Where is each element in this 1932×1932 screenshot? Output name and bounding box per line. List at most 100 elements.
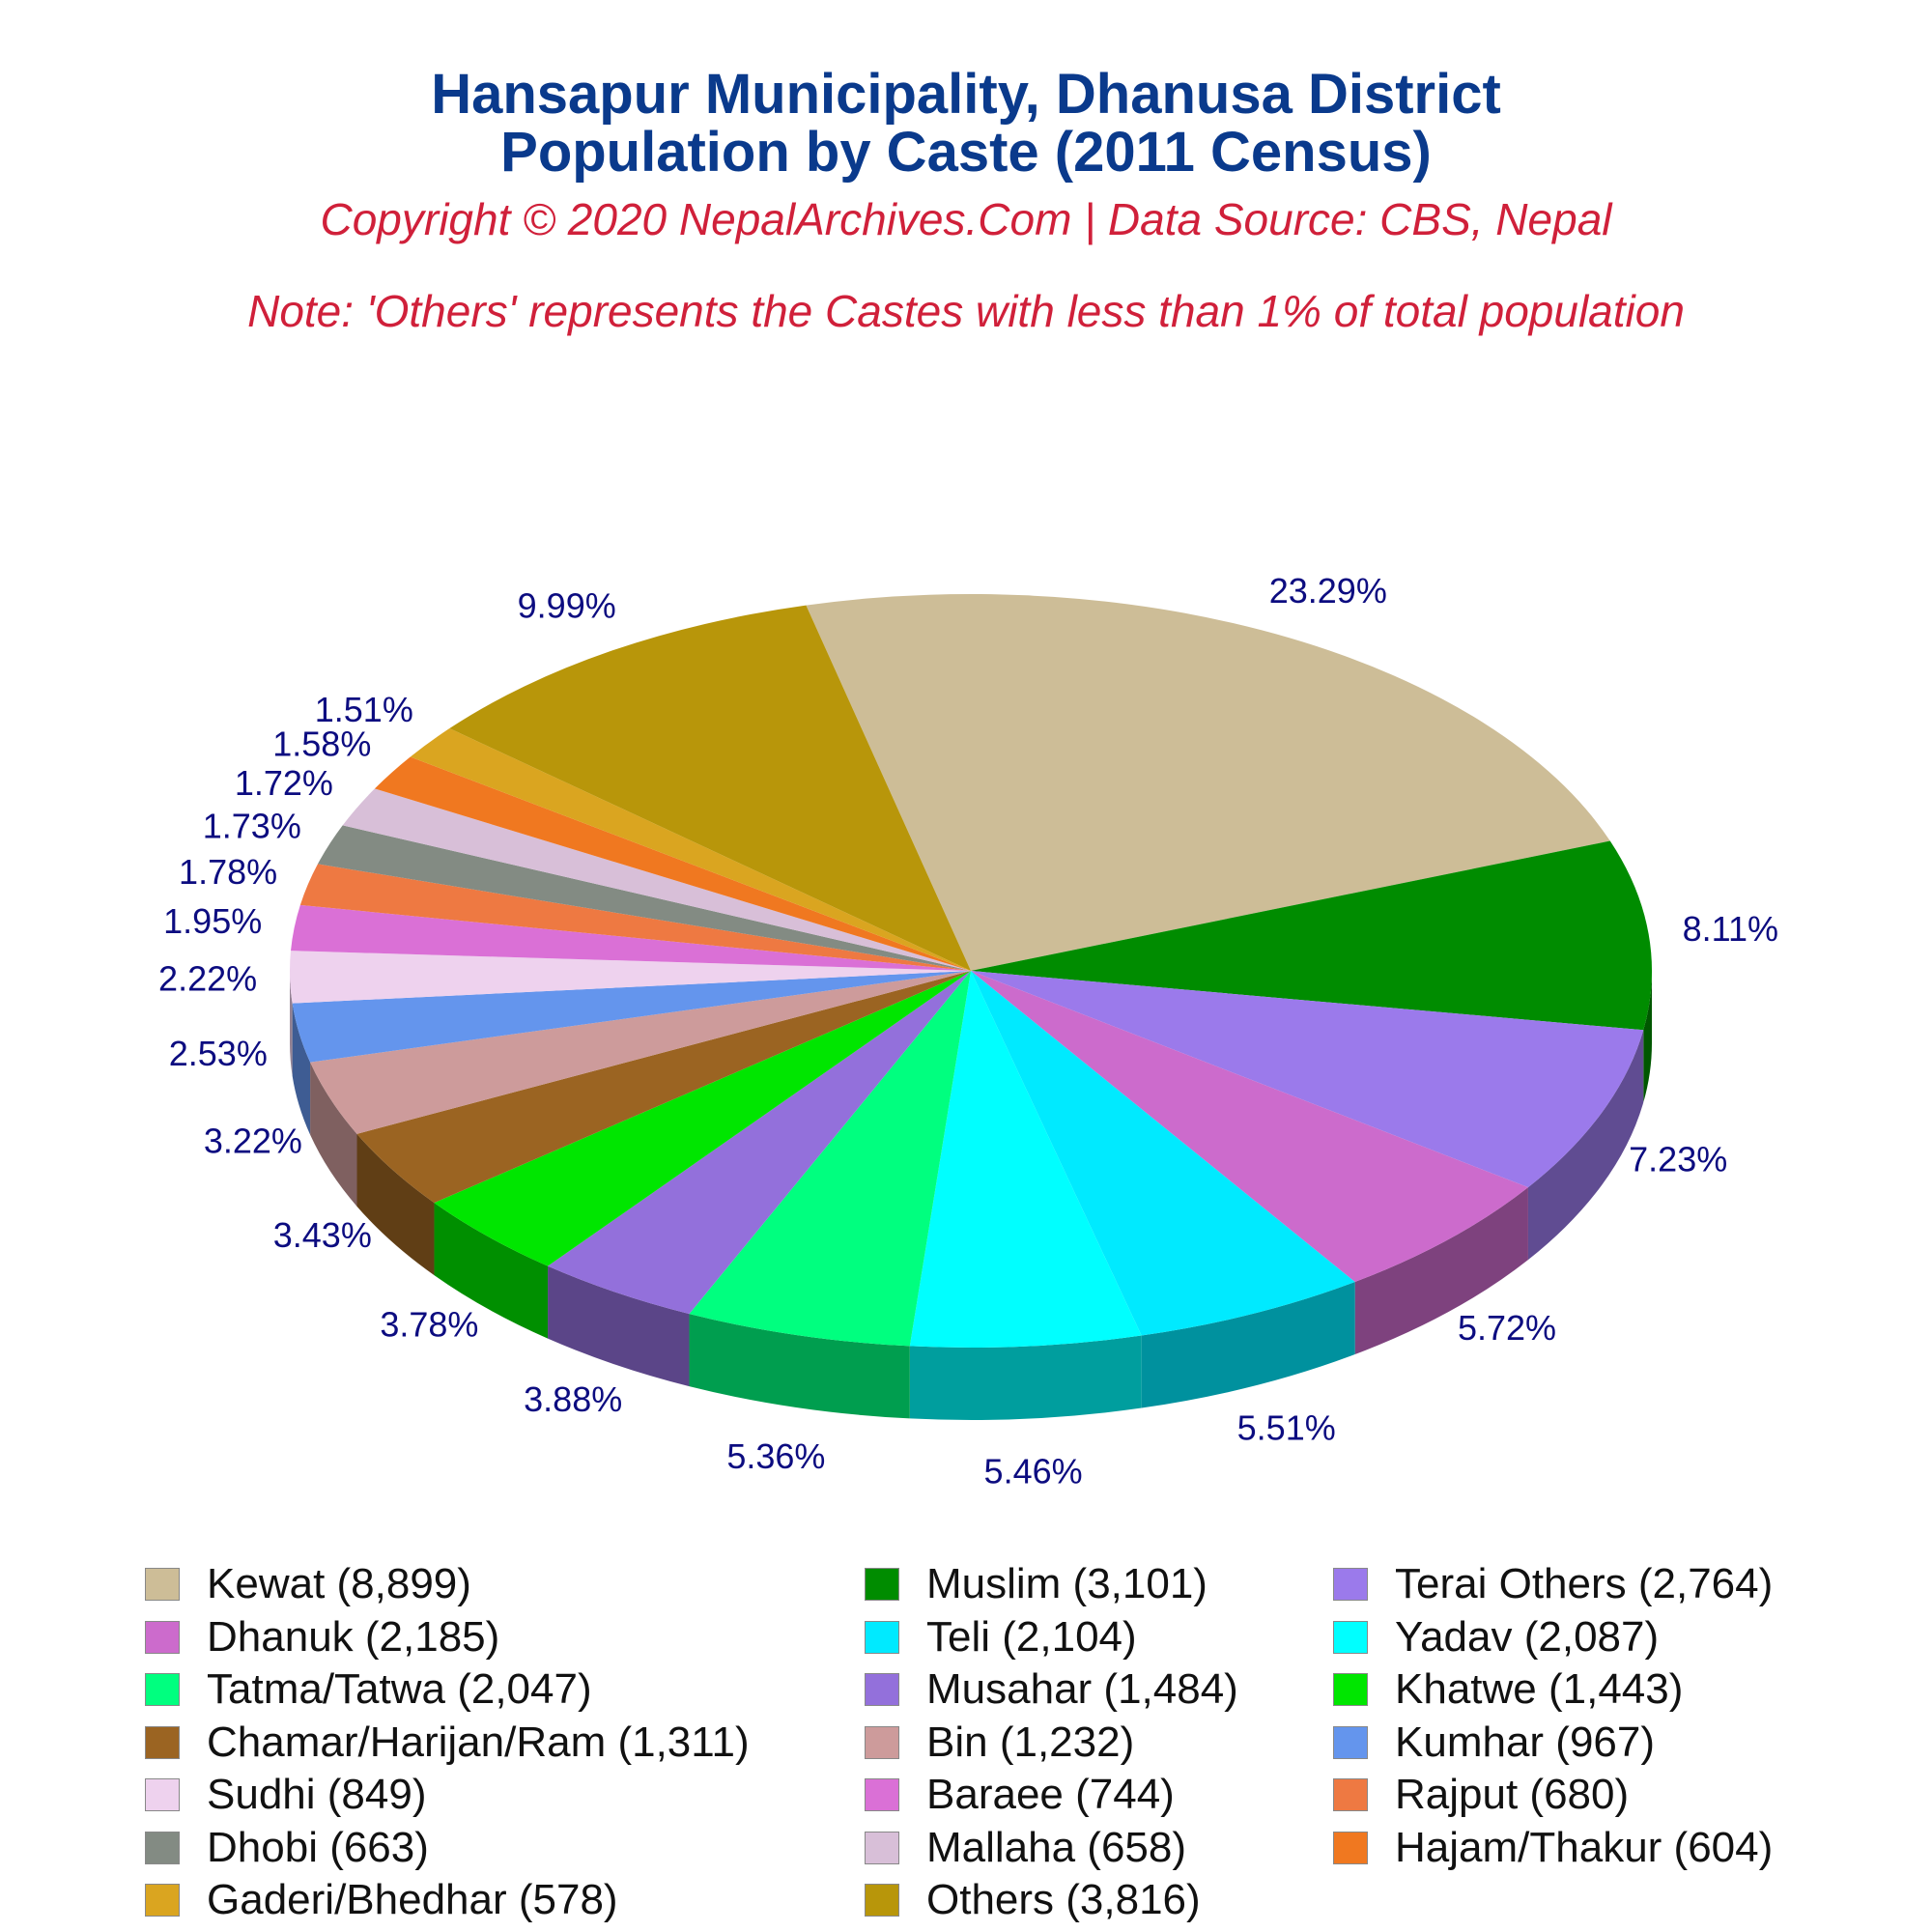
pie-slice-dhanuk (971, 971, 1528, 1283)
pie-slice-yadav (909, 971, 1142, 1348)
legend-item: Teli (2,104) (865, 1613, 1137, 1662)
percent-label: 2.22% (158, 959, 257, 999)
copyright-text: Copyright © 2020 NepalArchives.Com | Dat… (320, 194, 1612, 244)
legend-swatch (145, 1620, 180, 1654)
percent-label: 7.23% (1629, 1139, 1727, 1179)
pie-side-1 (1643, 971, 1652, 1103)
percent-label: 1.51% (315, 690, 413, 729)
legend-item: Mallaha (658) (865, 1824, 1186, 1872)
legend-item: Khatwe (1,443) (1333, 1665, 1683, 1714)
legend-swatch (865, 1725, 899, 1759)
pie-slices (290, 594, 1652, 1348)
percent-label: 5.36% (726, 1436, 825, 1476)
legend-swatch (1333, 1778, 1368, 1811)
legend-swatch (865, 1884, 899, 1917)
legend-swatch (1333, 1831, 1368, 1864)
pie-slice-tatma-tatwa (689, 971, 971, 1347)
pie-side-8 (434, 1203, 549, 1339)
percent-label: 5.72% (1458, 1308, 1556, 1348)
legend-label: Kewat (8,899) (207, 1560, 471, 1607)
chart-title-line1: Hansapur Municipality, Dhanusa District (431, 63, 1501, 126)
legend-swatch (145, 1725, 180, 1759)
pie-slice-terai-others (971, 971, 1644, 1188)
percent-label: 1.78% (179, 852, 277, 892)
pie-slice-muslim (971, 840, 1652, 1031)
legend-item: Musahar (1,484) (865, 1665, 1238, 1714)
legend-label: Mallaha (658) (926, 1823, 1187, 1871)
legend-label: Dhobi (663) (207, 1823, 429, 1871)
pie-slice-chamar-harijan-ram (356, 971, 971, 1204)
percent-label: 1.72% (235, 763, 333, 803)
pie-slice-baraee (291, 904, 971, 971)
legend-swatch (865, 1568, 899, 1601)
legend-label: Bin (1,232) (926, 1718, 1135, 1766)
legend-swatch (145, 1884, 180, 1917)
legend-label: Musahar (1,484) (926, 1665, 1238, 1713)
legend-swatch (865, 1778, 899, 1811)
legend-label: Baraee (744) (926, 1771, 1175, 1818)
legend-item: Rajput (680) (1333, 1771, 1629, 1819)
pie-slice-dhobi (317, 825, 972, 971)
percent-label: 5.46% (984, 1451, 1083, 1491)
legend-label: Hajam/Thakur (604) (1395, 1823, 1774, 1871)
pie-slice-khatwe (434, 971, 971, 1266)
pie-chart: 23.29% 8.11% 7.23% 5.72% 5.51% 5.46% 5.36% 3.88… (158, 571, 1778, 1492)
legend-swatch (1333, 1673, 1368, 1706)
legend-item: Sudhi (849) (145, 1771, 426, 1819)
legend-item: Muslim (3,101) (865, 1560, 1208, 1608)
percent-label: 23.29% (1269, 571, 1387, 611)
legend-swatch (145, 1778, 180, 1811)
chart-title-line2: Population by Caste (2011 Census) (500, 121, 1432, 184)
legend-swatch (145, 1568, 180, 1601)
legend-item: Dhanuk (2,185) (145, 1613, 499, 1662)
percent-label: 1.58% (272, 724, 371, 764)
pie-slice-sudhi (290, 951, 971, 1004)
legend-swatch (1333, 1620, 1368, 1654)
legend-swatch (865, 1620, 899, 1654)
legend-item: Kumhar (967) (1333, 1719, 1655, 1767)
legend-swatch (145, 1831, 180, 1864)
percent-label: 3.88% (524, 1379, 622, 1419)
pie-slice-musahar (548, 971, 971, 1315)
legend-label: Teli (2,104) (926, 1612, 1137, 1661)
pie-percent-labels: 23.29% 8.11% 7.23% 5.72% 5.51% 5.46% 5.36% 3.88… (158, 571, 1778, 1492)
legend-swatch (1333, 1725, 1368, 1759)
legend-item: Baraee (744) (865, 1771, 1175, 1819)
pie-slice-hajam-thakur (374, 756, 971, 971)
legend-label: Gaderi/Bhedhar (578) (207, 1876, 618, 1923)
legend-item: Terai Others (2,764) (1333, 1560, 1773, 1608)
legend-label: Kumhar (967) (1395, 1718, 1656, 1766)
legend-item: Bin (1,232) (865, 1719, 1134, 1767)
pie-side-7 (548, 1265, 690, 1387)
legend-item: Gaderi/Bhedhar (578) (145, 1876, 618, 1924)
pie-sides (290, 971, 1652, 1420)
pie-slice-kumhar (292, 971, 972, 1063)
legend-label: Chamar/Harijan/Ram (1,311) (207, 1718, 750, 1766)
legend-item: Others (3,816) (865, 1876, 1201, 1924)
legend-label: Tatma/Tatwa (2,047) (207, 1665, 592, 1713)
pie-side-4 (1141, 1282, 1355, 1408)
percent-label: 3.43% (273, 1215, 372, 1255)
legend-item: Yadav (2,087) (1333, 1613, 1659, 1662)
legend-item: Tatma/Tatwa (2,047) (145, 1665, 592, 1714)
percent-label: 5.51% (1237, 1408, 1336, 1448)
legend-label: Sudhi (849) (207, 1771, 427, 1818)
legend-item: Dhobi (663) (145, 1824, 429, 1872)
legend-label: Others (3,816) (926, 1876, 1201, 1923)
legend-label: Dhanuk (2,185) (207, 1612, 500, 1661)
pie-slice-teli (971, 971, 1355, 1336)
legend-label: Muslim (3,101) (926, 1560, 1208, 1607)
legend-swatch (1333, 1568, 1368, 1601)
percent-label: 3.22% (204, 1122, 302, 1161)
pie-side-2 (1527, 1030, 1644, 1261)
percent-label: 8.11% (1683, 909, 1778, 949)
pie-side-12 (290, 971, 293, 1076)
note-text: Note: 'Others' represents the Castes wit… (247, 286, 1685, 336)
pie-side-6 (689, 1314, 910, 1419)
legend-label: Yadav (2,087) (1395, 1612, 1660, 1661)
legend-swatch (145, 1673, 180, 1706)
pie-slice-bin (310, 971, 972, 1134)
pie-side-5 (909, 1335, 1142, 1420)
percent-label: 1.73% (203, 807, 301, 846)
pie-slice-kewat (806, 594, 1610, 971)
